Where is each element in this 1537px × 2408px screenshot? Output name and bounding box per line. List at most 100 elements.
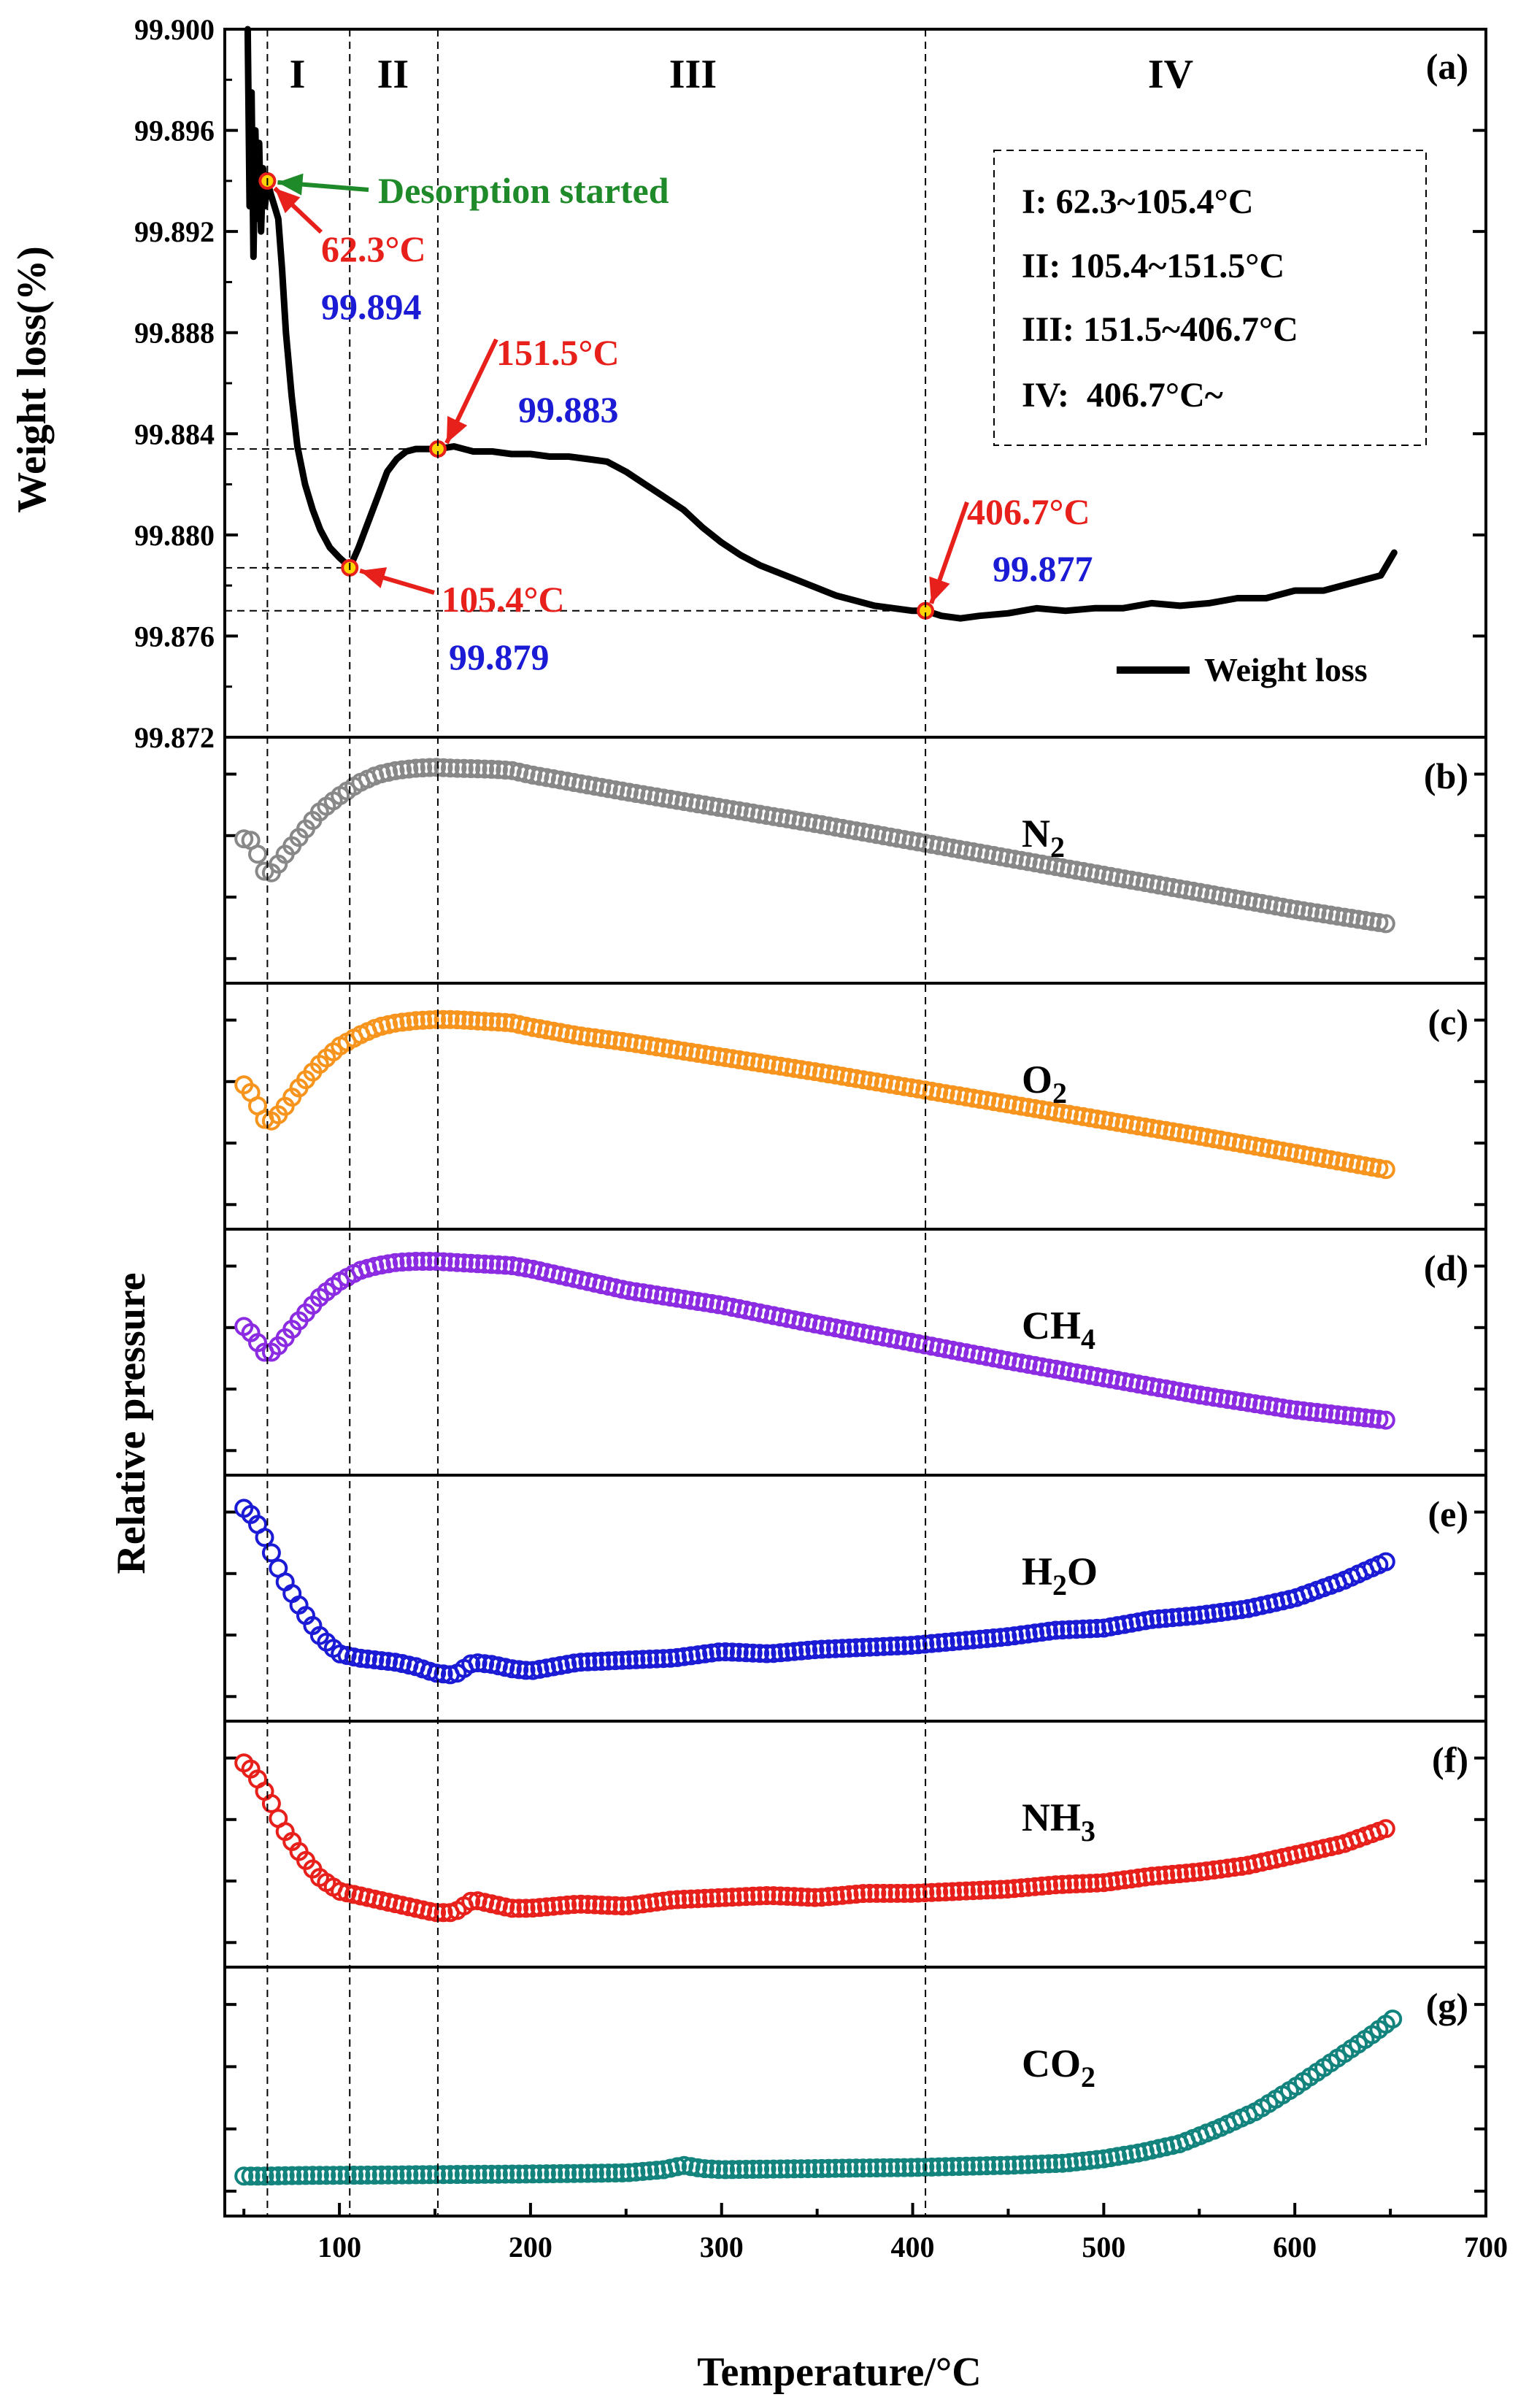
series-e-marker xyxy=(1052,1620,1072,1640)
series-d-marker xyxy=(633,1283,652,1303)
series-b-marker xyxy=(977,845,997,864)
series-d-marker xyxy=(496,1255,515,1275)
series-c-marker xyxy=(723,1049,742,1069)
series-b-marker xyxy=(949,839,969,859)
series-g-marker xyxy=(1108,2147,1128,2166)
series-c-marker xyxy=(819,1064,839,1084)
series-d-marker xyxy=(1190,1385,1210,1405)
series-b-marker xyxy=(805,814,825,834)
series-b-marker xyxy=(544,769,563,788)
series-b-marker xyxy=(530,766,550,786)
series-d-marker xyxy=(984,1348,1004,1368)
series-f-marker xyxy=(544,1896,563,1916)
series-g-marker xyxy=(1032,2154,1052,2174)
series-e-marker xyxy=(984,1628,1004,1647)
series-c-marker xyxy=(860,1071,879,1090)
series-c-marker xyxy=(1135,1118,1155,1136)
series-g-marker xyxy=(241,2166,261,2186)
series-f-marker xyxy=(777,1886,797,1906)
series-b-marker xyxy=(1094,866,1114,885)
series-e-marker xyxy=(578,1652,598,1672)
series-e-marker xyxy=(812,1639,831,1659)
series-b-marker xyxy=(716,799,735,818)
series-b-marker xyxy=(1231,890,1251,909)
series-d-marker xyxy=(1087,1367,1106,1386)
series-d-marker xyxy=(956,1343,976,1363)
series-d-marker xyxy=(860,1325,879,1345)
series-d-marker xyxy=(1307,1403,1327,1422)
series-c-marker xyxy=(1176,1124,1196,1144)
series-c-marker xyxy=(963,1088,983,1108)
series-b-marker xyxy=(887,828,907,848)
series-c-marker xyxy=(1080,1108,1100,1128)
series-g-marker xyxy=(502,2164,522,2184)
series-d-marker xyxy=(1225,1390,1244,1410)
series-e-marker xyxy=(1012,1625,1031,1645)
series-e-marker xyxy=(929,1633,949,1653)
series-f-marker xyxy=(723,1888,742,1907)
series-g-marker xyxy=(668,2157,687,2177)
series-e-marker xyxy=(1176,1607,1196,1626)
series-g-marker xyxy=(344,2166,363,2185)
region-label-I: I xyxy=(290,52,306,97)
series-d-marker xyxy=(654,1286,674,1306)
series-b-marker xyxy=(1335,907,1355,927)
series-f-marker xyxy=(887,1883,907,1903)
series-g-marker xyxy=(716,2160,735,2180)
series-g-marker xyxy=(296,2166,315,2185)
series-b-marker xyxy=(943,838,962,858)
series-c-marker xyxy=(1245,1136,1265,1156)
series-f-marker xyxy=(750,1886,770,1906)
series-f-marker xyxy=(413,1900,433,1920)
series-f-marker xyxy=(936,1882,955,1901)
series-f-marker xyxy=(633,1894,652,1914)
series-e-marker xyxy=(516,1661,536,1680)
series-c-marker xyxy=(709,1047,728,1066)
series-b-marker xyxy=(1204,885,1224,904)
series-f-marker xyxy=(592,1896,612,1915)
series-c-marker xyxy=(812,1063,831,1082)
series-c-marker xyxy=(654,1038,674,1058)
series-d-marker xyxy=(1066,1363,1086,1382)
series-d-marker xyxy=(771,1307,790,1327)
series-g-marker xyxy=(399,2165,419,2185)
series-f-marker xyxy=(1108,1871,1128,1890)
series-g-marker xyxy=(1039,2154,1058,2174)
series-e-marker xyxy=(763,1644,783,1663)
series-f-marker xyxy=(331,1882,350,1901)
series-e-marker xyxy=(626,1650,646,1669)
series-d-marker xyxy=(406,1252,425,1271)
series-c-marker xyxy=(1279,1142,1299,1162)
series-e-marker xyxy=(805,1640,825,1660)
series-b-marker xyxy=(654,788,674,808)
series-b-marker xyxy=(536,768,556,788)
series-g-marker xyxy=(847,2158,866,2178)
series-b-marker xyxy=(1170,879,1189,899)
series-b-marker xyxy=(860,823,879,843)
series-e-marker xyxy=(709,1642,728,1662)
series-g-marker xyxy=(963,2156,983,2176)
series-b-marker xyxy=(1142,874,1162,893)
panel-a-y-tick-label: 99.888 xyxy=(134,317,215,350)
series-d-marker xyxy=(695,1293,714,1312)
series-c-marker xyxy=(839,1068,859,1087)
series-c-marker xyxy=(1108,1112,1128,1132)
series-c-marker xyxy=(991,1093,1010,1112)
series-d-marker xyxy=(736,1300,756,1320)
series-b xyxy=(234,758,1395,934)
info-box-line-3: III: 151.5~406.7°C xyxy=(1022,310,1298,349)
series-c-marker xyxy=(847,1069,866,1088)
series-d-marker xyxy=(991,1350,1010,1369)
series-g-marker xyxy=(1101,2148,1120,2167)
series-f-marker xyxy=(1170,1864,1189,1883)
series-g-marker xyxy=(956,2156,976,2176)
series-e-marker xyxy=(771,1643,790,1663)
series-g-marker xyxy=(544,2164,563,2183)
series-c-marker xyxy=(406,1011,425,1031)
series-b-marker xyxy=(427,758,447,777)
series-c-marker xyxy=(895,1077,914,1096)
series-b-marker xyxy=(488,760,508,780)
series-e-marker xyxy=(777,1642,797,1662)
series-c-marker xyxy=(1321,1150,1341,1169)
series-c-marker xyxy=(695,1045,714,1064)
